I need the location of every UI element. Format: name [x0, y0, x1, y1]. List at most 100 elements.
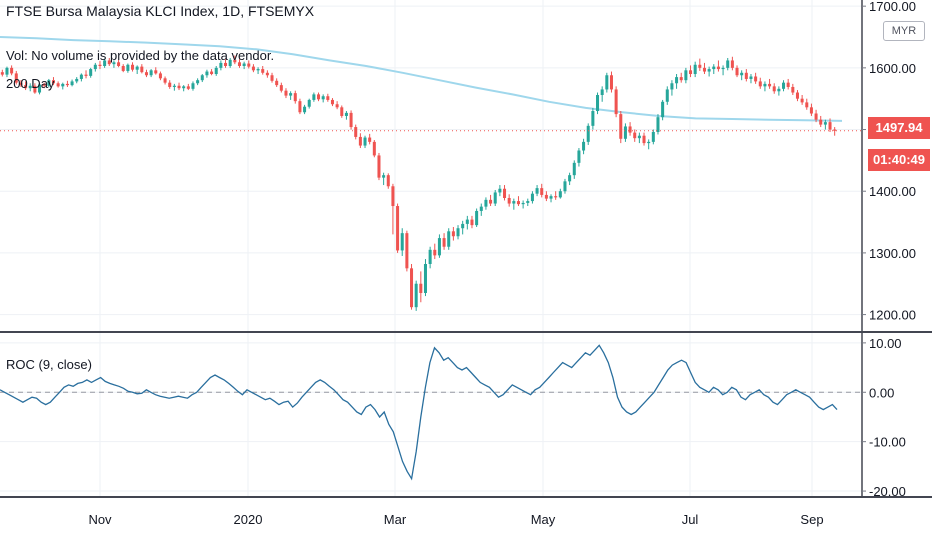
candle-body — [484, 199, 488, 207]
candle-body — [521, 202, 525, 205]
candle-body — [563, 181, 567, 192]
candle-body — [633, 132, 637, 139]
candle-body — [79, 74, 83, 79]
candle-body — [572, 162, 576, 176]
candle-body — [293, 93, 297, 102]
candle-body — [135, 66, 139, 70]
pane-dividers — [0, 0, 932, 498]
candle-body — [684, 70, 688, 81]
candle-body — [795, 92, 799, 99]
candle-body — [423, 264, 427, 293]
candle-body — [24, 85, 28, 89]
candle-body — [396, 206, 400, 251]
candle-body — [433, 249, 437, 256]
candle-body — [237, 62, 241, 66]
candle-body — [182, 86, 186, 89]
candle-body — [461, 223, 465, 229]
candle-body — [33, 85, 37, 93]
candle-body — [200, 75, 204, 81]
candle-body — [833, 129, 837, 131]
last-price-tag: 1497.94 — [868, 117, 930, 139]
candle-body — [721, 67, 725, 70]
candle-body — [540, 188, 544, 195]
candle-body — [586, 125, 590, 142]
candle-body — [56, 83, 60, 87]
candle-body — [800, 98, 804, 103]
candle-body — [121, 66, 125, 71]
candle-body — [451, 231, 455, 237]
candle-body — [596, 94, 600, 112]
candle-body — [828, 122, 832, 130]
candle-body — [177, 85, 181, 89]
candle-body — [605, 75, 609, 90]
y-axis[interactable]: 1200.001300.001400.001500.001600.001700.… — [862, 0, 916, 499]
candle-body — [5, 67, 9, 75]
countdown-tag: 01:40:49 — [868, 149, 930, 171]
volume-note: Vol: No volume is provided by the data v… — [6, 48, 275, 63]
candle-body — [637, 135, 641, 139]
candle-body — [763, 83, 767, 87]
candle-body — [679, 77, 683, 81]
candle-body — [321, 96, 325, 100]
roc-label[interactable]: ROC (9, close) — [6, 357, 92, 372]
candle-body — [544, 194, 548, 199]
x-axis[interactable]: Nov 2020 Mar May Jul Sep — [88, 512, 823, 527]
candle-body — [777, 88, 781, 92]
candle-body — [344, 112, 348, 116]
candle-body — [312, 94, 316, 100]
candle-body — [437, 238, 441, 256]
candle-body — [493, 192, 497, 204]
candle-body — [19, 82, 23, 86]
candle-body — [191, 83, 195, 89]
candle-body — [554, 196, 558, 198]
currency-button[interactable]: MYR — [883, 21, 925, 41]
candle-body — [628, 126, 632, 133]
candle-body — [363, 137, 367, 146]
candle-body — [386, 175, 390, 187]
roc-tick-label: -10.00 — [869, 435, 906, 450]
candle-body — [809, 107, 813, 114]
candle-body — [609, 75, 613, 90]
candle-body — [377, 155, 381, 178]
candle-body — [275, 80, 279, 86]
candle-body — [28, 85, 32, 89]
candle-body — [228, 59, 232, 66]
candle-body — [154, 70, 158, 74]
candle-body — [568, 175, 572, 182]
candle-body — [577, 150, 581, 163]
candle-body — [284, 90, 288, 96]
candle-body — [689, 70, 693, 75]
candle-body — [186, 86, 190, 89]
ma-label[interactable]: 200 Day — [6, 76, 55, 91]
candle-body — [507, 198, 511, 204]
candle-body — [740, 72, 744, 76]
candle-body — [210, 71, 214, 75]
candle-body — [716, 66, 720, 70]
roc-series[interactable] — [0, 344, 862, 481]
candle-body — [330, 99, 334, 105]
candle-body — [698, 64, 702, 68]
candle-body — [516, 201, 520, 205]
candle-body — [447, 231, 451, 247]
candle-body — [14, 73, 18, 83]
candle-body — [707, 69, 711, 72]
x-tick-label: Jul — [682, 512, 699, 527]
candle-body — [758, 81, 762, 87]
x-tick-label: Sep — [800, 512, 823, 527]
candlestick-series[interactable] — [0, 55, 862, 311]
candle-body — [279, 85, 283, 91]
candle-body — [163, 78, 167, 83]
candle-body — [558, 191, 562, 198]
candle-body — [428, 249, 432, 264]
price-tick-label: 1300.00 — [869, 246, 916, 261]
candle-body — [149, 70, 153, 76]
candle-body — [65, 83, 69, 86]
candle-body — [47, 80, 51, 86]
candle-body — [498, 188, 502, 193]
candle-body — [358, 136, 362, 146]
candle-body — [326, 96, 330, 100]
candle-body — [405, 233, 409, 269]
candle-body — [317, 94, 321, 100]
candle-body — [702, 67, 706, 72]
